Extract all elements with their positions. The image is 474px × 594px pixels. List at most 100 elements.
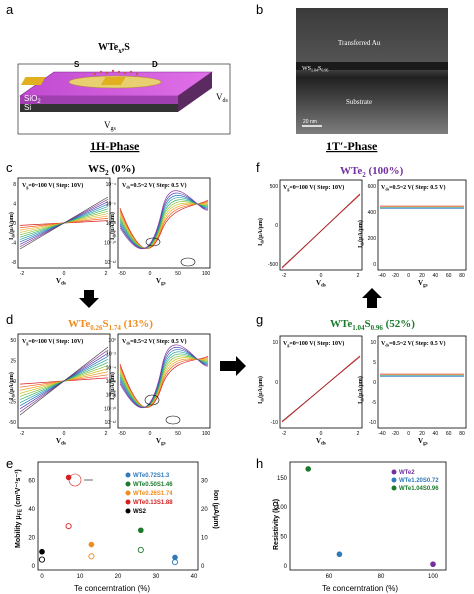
panel-d-circle-1 <box>144 394 160 406</box>
e-legend-marker <box>125 508 131 514</box>
panel-c-right-curves <box>119 190 209 250</box>
g-right-ytick: 5 <box>373 360 376 366</box>
e-ytick: 60 <box>28 478 35 484</box>
panel-h-ylabel: Resistivity (kΩ) <box>273 499 280 550</box>
ids-ylabels: Ids(μA/μm) Ids(μA/μm) Ids(μA/μm) Ids(μA/… <box>8 212 365 404</box>
panel-g-right-legend: Vds=0.5~2 V( Step: 0.5 V) <box>381 340 445 348</box>
f-left-xtick: 0 <box>320 273 323 279</box>
e-legend-label: WS2 <box>133 509 147 515</box>
c-right-ytick: 10⁻⁴ <box>106 182 116 188</box>
panel-f-left-legend: Vg=0~100 V( Step: 10V) <box>283 184 344 192</box>
d-right-xtick: 50 <box>175 431 181 437</box>
e-xtick: 40 <box>191 574 198 580</box>
d-right-xtick: 0 <box>149 431 152 437</box>
arrow-down-icon <box>79 290 99 308</box>
h-legend-marker <box>391 485 397 491</box>
panel-d-circle-2 <box>165 415 181 425</box>
d-left-ytick: 50 <box>10 338 16 344</box>
device-side <box>178 72 212 112</box>
c-left-xtick: 0 <box>63 271 66 277</box>
panel-d: d WTe0.26S1.74 (13%) Vg=0~100 V( Step: 1… <box>6 312 211 447</box>
panel-a-compound: WTex,S <box>98 42 130 55</box>
panel-f-right-frame <box>377 179 467 271</box>
panel-d-right-frame <box>117 333 211 429</box>
h-ytick: 100 <box>277 505 288 511</box>
panel-a-letter: a <box>6 2 14 17</box>
f-left-ylabel: Ids(μA/μm) <box>257 218 265 246</box>
g-right-ylabel: Ids(μA/μm) <box>357 376 365 404</box>
e-point-WTe0.26S1.74 <box>88 541 95 548</box>
f-right-xtick: 20 <box>419 273 425 279</box>
e-legend-marker <box>125 472 131 478</box>
g-left-xtick: -2 <box>282 431 287 437</box>
f-left-ytick: -500 <box>268 262 278 268</box>
d-left-ylabel: Ids(μA/μm) <box>8 372 16 400</box>
panel-a-phase: 1H-Phase <box>90 139 140 153</box>
panel-c-tick-labels: 8 4 0 -4 -8-2 0 2 10⁻⁴ 10⁻⁶ 10⁻⁸ 10⁻¹⁰ 10⁻¹²-50 0 50 1… <box>12 182 211 277</box>
f-right-ytick: 400 <box>368 210 377 216</box>
e-legend-label: WTe0.50S1.46 <box>133 482 173 488</box>
g-right-ytick: -10 <box>369 420 376 426</box>
f-right-xtick: 0 <box>407 273 410 279</box>
source-electrode <box>20 77 46 85</box>
f-right-xtick: 60 <box>446 273 452 279</box>
panel-g-right-frame <box>377 335 467 429</box>
panel-a: a WTex,S S D SiO2 Si Vds Vgs 1H-Phase <box>6 2 231 153</box>
e-point-ion-WTe0.13S1.88 <box>65 523 72 530</box>
e-point-ion-WTe0.26S1.74 <box>88 553 95 560</box>
g-right-xtick: 40 <box>433 431 439 437</box>
panel-d-right-curves <box>119 344 209 409</box>
panel-e-letter: e <box>6 456 13 471</box>
e-ytick-right: 20 <box>201 507 208 513</box>
drain-electrode <box>100 77 126 85</box>
panel-f-right-legend: Vds=0.5~2 V( Step: 0.5 V) <box>381 184 445 192</box>
g-right-xtick: -40 <box>378 431 385 437</box>
d-left-ytick: 25 <box>10 359 16 365</box>
panel-e-points <box>38 474 179 566</box>
h-legend-marker <box>391 469 397 475</box>
c-right-xtick: 0 <box>149 271 152 277</box>
e-legend-marker <box>125 481 131 487</box>
panel-b-letter: b <box>256 2 263 17</box>
panel-b: b Transferred Au WS1.04S0.96 Substrate 2… <box>256 2 448 153</box>
panel-e-legend: WTe0.72S1.3 WTe0.50S1.46 WTe0.26S1.74 WTe0.… <box>125 472 173 515</box>
e-point-ion-WTe0.72S1.3 <box>171 559 179 566</box>
e-point-ion-WTe0.50S1.46 <box>137 546 144 553</box>
sio2-label: SiO2 <box>24 94 41 105</box>
h-ytick: 150 <box>277 476 288 482</box>
panel-e-ylabel-left: Mobility μFE (cm²V⁻¹s⁻¹) <box>15 469 24 548</box>
c-left-ytick: 8 <box>13 182 16 188</box>
e-ytick: 20 <box>28 535 35 541</box>
e-ytick-right: 0 <box>201 564 205 570</box>
g-left-ytick: 10 <box>272 340 278 346</box>
panel-d-letter: d <box>6 312 13 327</box>
f-left-ytick: 500 <box>270 184 279 190</box>
g-right-xtick: -20 <box>392 431 399 437</box>
g-right-xtick: 20 <box>419 431 425 437</box>
panel-g-left-legend: Vg=0~100 V( Step: 10V) <box>283 340 344 348</box>
c-left-ytick: -8 <box>12 260 17 266</box>
d-left-xtick: 0 <box>63 431 66 437</box>
panel-h-frame <box>289 461 447 571</box>
g-right-ytick: 0 <box>373 380 376 386</box>
panel-c-left-legend: Vg=0~100 V( Step: 10V) <box>22 182 83 190</box>
g-left-ylabel: Ids(μA/μm) <box>257 376 265 404</box>
panel-f-left-frame <box>279 179 363 271</box>
e-legend-label: WTe0.72S1.3 <box>133 473 170 479</box>
panel-c-circle-2 <box>180 257 196 267</box>
panel-h-legend: WTe2 WTe1.20S0.72 WTe1.04S0.96 <box>391 469 439 492</box>
lattice-atoms <box>93 69 139 76</box>
h-ytick: 50 <box>280 535 287 541</box>
d-right-ytick: 10⁻⁶ <box>106 379 116 385</box>
d-right-ylabel: Ids(μA/μm) <box>109 372 117 400</box>
h-legend-label: WTe1.04S0.96 <box>399 486 439 492</box>
panel-h: h Resistivity (kΩ) Te concerntration (%)… <box>256 456 447 593</box>
d-right-xtick: 100 <box>202 431 211 437</box>
panel-c-left-frame <box>17 177 111 269</box>
g-right-ytick: 10 <box>370 340 376 346</box>
c-left-xtick: -2 <box>20 271 25 277</box>
panel-g-letter: g <box>256 312 263 327</box>
panel-c-letter: c <box>6 160 13 175</box>
panel-c-circle-1 <box>145 237 161 247</box>
h-legend-label: WTe1.20S0.72 <box>399 478 439 484</box>
